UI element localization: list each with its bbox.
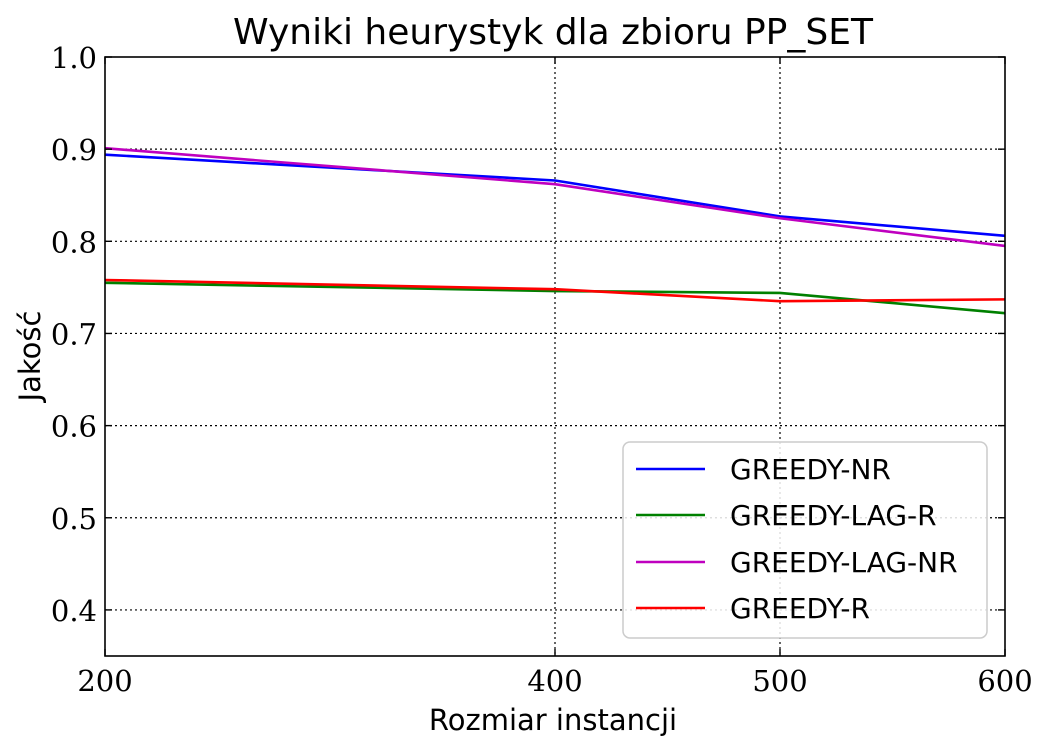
legend-label-greedy-nr: GREEDY-NR	[730, 453, 891, 486]
legend-box	[622, 441, 988, 639]
y-tick-label: 0.8	[51, 225, 97, 259]
series-lines	[104, 146, 1006, 315]
series-line-greedy-nr	[104, 153, 1006, 238]
legend-label-greedy-lag-nr: GREEDY-LAG-NR	[730, 546, 958, 579]
y-tick-label: 0.7	[51, 317, 97, 351]
y-tick-label: 1.0	[51, 41, 97, 75]
y-tick-label: 0.9	[51, 133, 97, 167]
legend: GREEDY-NR GREEDY-LAG-R GREEDY-LAG-NR GRE…	[622, 441, 988, 639]
chart-title: Wyniki heurystyk dla zbioru PP_SET	[233, 12, 874, 53]
axis-ticks: 200 400 500 600 0.4 0.5 0.6 0.7 0.8 0.9 1.0	[51, 41, 1033, 698]
y-tick-label: 0.6	[51, 410, 97, 444]
x-tick-label: 400	[527, 664, 582, 698]
series-line-greedy-lag-nr	[104, 146, 1006, 248]
series-line-greedy-r	[104, 278, 1006, 303]
series-line-greedy-lag-r	[104, 281, 1006, 315]
x-axis-label: Rozmiar instancji	[429, 703, 677, 737]
x-tick-label: 200	[77, 664, 132, 698]
legend-label-greedy-r: GREEDY-R	[730, 592, 870, 625]
legend-label-greedy-lag-r: GREEDY-LAG-R	[730, 499, 937, 532]
y-tick-label: 0.4	[51, 594, 97, 628]
y-axis-label: Jakość	[13, 311, 47, 404]
x-tick-label: 500	[752, 664, 807, 698]
x-tick-label: 600	[977, 664, 1032, 698]
y-tick-label: 0.5	[51, 502, 97, 536]
